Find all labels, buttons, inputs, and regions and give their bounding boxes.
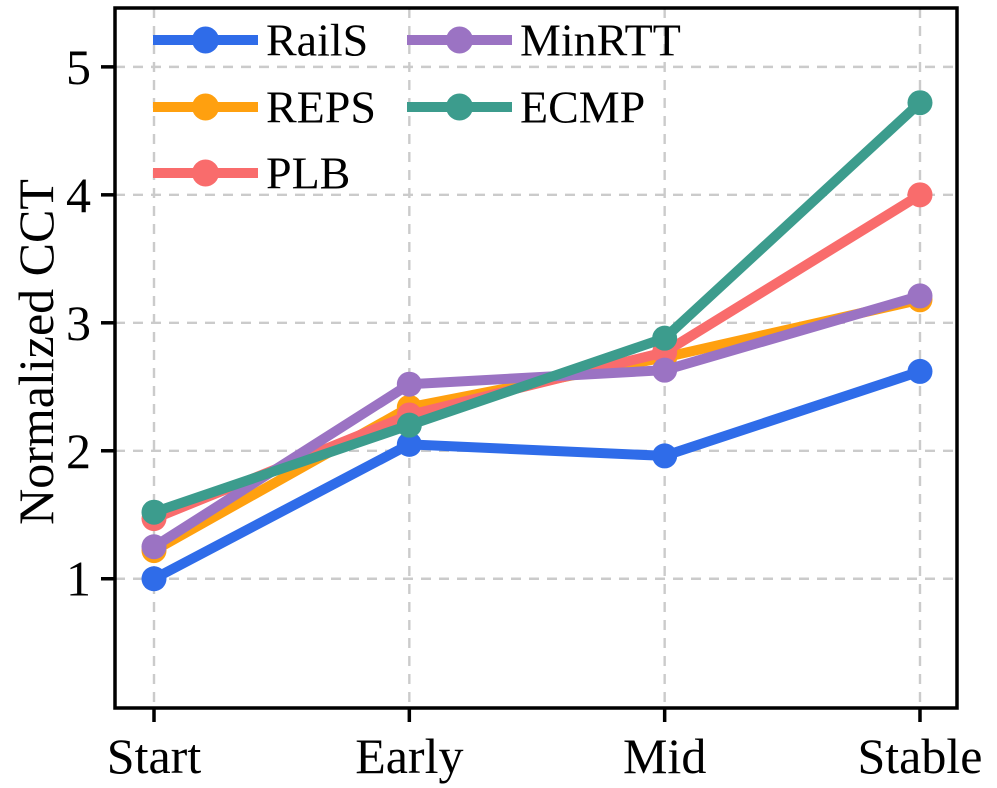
data-point-marker-rails — [652, 443, 678, 469]
data-point-marker-ecmp — [907, 90, 933, 116]
y-tick-label: 5 — [66, 39, 91, 95]
y-tick-label: 4 — [66, 167, 91, 223]
data-point-marker-minrtt — [652, 357, 678, 383]
legend-item-label: RailS — [266, 15, 368, 66]
y-tick-label: 2 — [66, 423, 91, 479]
legend-item-label: ECMP — [520, 82, 645, 133]
legend-item-label: REPS — [266, 82, 376, 133]
legend: RailS REPS PLB MinRTT ECMP — [153, 15, 681, 199]
data-point-marker-rails — [907, 358, 933, 384]
series-layer — [141, 90, 933, 592]
y-tick-label: 3 — [66, 295, 91, 351]
legend-marker — [192, 26, 219, 54]
series-line-minrtt — [149, 290, 925, 552]
data-point-marker-rails — [396, 431, 422, 457]
data-point-marker-plb — [907, 182, 933, 208]
legend-marker — [192, 93, 219, 121]
x-tick-label: Mid — [623, 728, 706, 784]
data-point-marker-ecmp — [141, 499, 167, 525]
axis-layer: 1 2 3 4 5 Start Early Mid Stable — [66, 6, 982, 784]
legend-marker — [446, 93, 473, 121]
plot-border — [113, 6, 959, 710]
legend-marker — [192, 159, 219, 187]
x-tick-label: Stable — [857, 728, 982, 784]
legend-item-plb: PLB — [153, 148, 350, 199]
y-axis-title: Normalized CCT — [8, 179, 64, 525]
data-point-marker-ecmp — [396, 412, 422, 438]
y-tick-label: 1 — [66, 551, 91, 607]
x-tick-label: Start — [107, 728, 202, 784]
legend-item-reps: REPS — [153, 82, 376, 133]
series-line-ecmp — [149, 97, 925, 518]
data-point-marker-minrtt — [396, 371, 422, 397]
data-point-marker-rails — [141, 566, 167, 592]
x-tick-label: Early — [355, 728, 463, 784]
legend-item-label: MinRTT — [520, 15, 681, 66]
data-point-marker-minrtt — [141, 534, 167, 560]
legend-item-ecmp: ECMP — [407, 82, 645, 133]
series-line-rails — [149, 366, 925, 584]
data-point-marker-ecmp — [652, 325, 678, 351]
legend-marker — [446, 26, 473, 54]
legend-item-minrtt: MinRTT — [407, 15, 681, 66]
legend-item-rails: RailS — [153, 15, 368, 66]
data-point-marker-minrtt — [907, 283, 933, 309]
legend-item-label: PLB — [266, 148, 350, 199]
